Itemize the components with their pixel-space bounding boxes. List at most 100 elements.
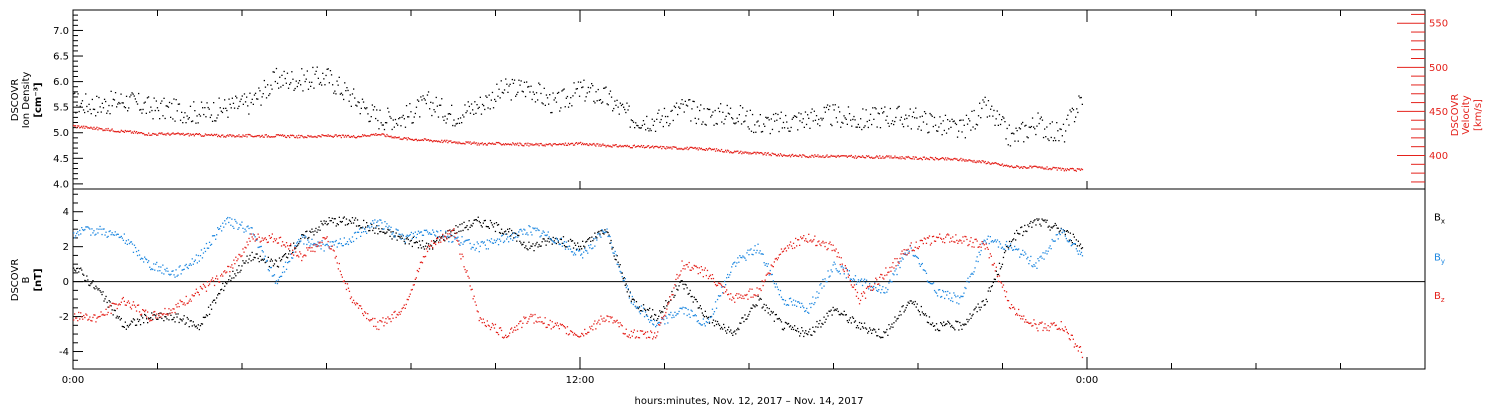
- bottom-ytick-label: 4: [63, 207, 69, 218]
- density-point: [663, 107, 666, 110]
- bx-point: [626, 291, 628, 293]
- velocity-point: [355, 137, 358, 139]
- bz-point: [979, 243, 981, 246]
- bz-point: [393, 311, 395, 313]
- bx-point: [709, 316, 712, 318]
- bx-point: [342, 217, 344, 219]
- by-point: [199, 255, 202, 257]
- density-point: [680, 103, 682, 105]
- bx-point: [409, 240, 411, 242]
- by-point: [1004, 244, 1007, 246]
- by-point: [1056, 234, 1058, 236]
- bz-point: [709, 274, 712, 276]
- bx-point: [300, 237, 302, 240]
- velocity-point: [843, 155, 845, 157]
- by-point: [215, 238, 217, 240]
- density-point: [161, 100, 163, 102]
- by-point: [379, 219, 381, 221]
- velocity-point: [916, 158, 918, 160]
- density-point: [674, 106, 677, 109]
- bx-point: [916, 303, 918, 305]
- density-point: [801, 121, 803, 124]
- density-point: [606, 103, 608, 105]
- bz-point: [283, 244, 286, 246]
- density-point: [370, 116, 372, 118]
- by-point: [120, 235, 122, 238]
- density-point: [1020, 123, 1023, 125]
- density-point: [152, 118, 154, 120]
- velocity-point: [863, 157, 866, 159]
- top-y2tick-label: 450: [1429, 107, 1448, 118]
- velocity-point: [289, 136, 291, 139]
- density-point: [77, 93, 79, 95]
- velocity-point: [791, 153, 794, 156]
- density-point: [316, 66, 318, 68]
- velocity-point: [786, 155, 789, 157]
- bz-point: [1000, 282, 1003, 284]
- velocity-point: [123, 131, 125, 133]
- by-point: [650, 319, 652, 321]
- bx-point: [1067, 231, 1069, 233]
- by-point: [158, 266, 160, 268]
- bz-point: [630, 330, 632, 332]
- bz-point: [355, 302, 358, 304]
- bz-point: [950, 237, 952, 239]
- by-point: [122, 239, 124, 241]
- bz-point: [89, 316, 91, 318]
- by-point: [349, 240, 352, 242]
- by-point: [739, 255, 741, 257]
- by-point: [996, 239, 999, 241]
- density-point: [570, 97, 572, 99]
- density-point: [746, 110, 748, 112]
- by-point: [492, 242, 495, 244]
- density-point: [686, 105, 689, 107]
- density-point: [306, 70, 308, 72]
- density-point: [998, 113, 1001, 116]
- velocity-point: [919, 157, 921, 159]
- density-point: [571, 105, 573, 107]
- bz-point: [78, 311, 80, 314]
- velocity-point: [989, 163, 991, 165]
- density-point: [990, 108, 992, 110]
- velocity-point: [145, 134, 147, 136]
- bx-point: [1015, 239, 1017, 241]
- by-point: [779, 289, 782, 292]
- bz-point: [735, 294, 737, 296]
- by-point: [83, 229, 85, 232]
- by-point: [112, 234, 114, 236]
- bx-point: [193, 324, 195, 326]
- density-point: [156, 107, 159, 109]
- velocity-point: [698, 147, 700, 149]
- velocity-point: [590, 143, 592, 146]
- velocity-point: [779, 153, 782, 155]
- density-point: [435, 96, 437, 99]
- bz-point: [473, 295, 475, 297]
- by-point: [598, 232, 600, 234]
- density-point: [720, 103, 722, 105]
- bx-point: [759, 297, 761, 300]
- bx-point: [303, 234, 305, 236]
- velocity-point: [1012, 166, 1014, 168]
- by-point: [758, 252, 760, 254]
- by-point: [577, 248, 579, 250]
- bx-point: [177, 313, 179, 315]
- bx-point: [571, 240, 574, 242]
- bx-point: [914, 300, 916, 303]
- density-point: [918, 125, 920, 128]
- velocity-point: [836, 155, 838, 157]
- bz-point: [233, 259, 235, 261]
- bx-point: [419, 244, 422, 246]
- bx-point: [283, 254, 286, 256]
- bz-point: [923, 237, 925, 239]
- bz-point: [544, 317, 546, 319]
- bx-point: [550, 239, 552, 241]
- velocity-point: [97, 129, 99, 131]
- density-point: [583, 79, 585, 81]
- velocity-point: [496, 142, 499, 144]
- bz-point: [610, 317, 612, 319]
- x-axis-label: hours:minutes, Nov. 12, 2017 – Nov. 14, …: [635, 396, 864, 407]
- bz-point: [710, 278, 713, 280]
- density-point: [619, 102, 621, 104]
- velocity-point: [218, 134, 220, 136]
- bx-point: [390, 231, 392, 233]
